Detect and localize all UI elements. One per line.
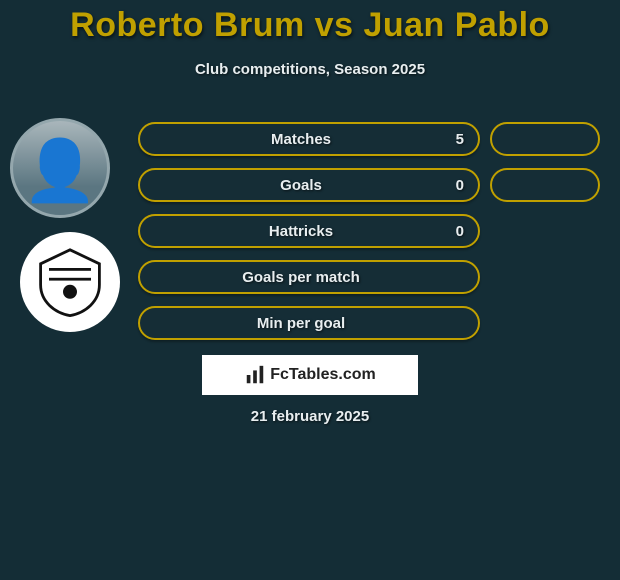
stat-left-pill: Hattricks0 bbox=[138, 214, 480, 248]
footer-brand-box: FcTables.com bbox=[202, 355, 418, 395]
comparison-card: Roberto Brum vs Juan Pablo Club competit… bbox=[0, 0, 620, 580]
date-text: 21 february 2025 bbox=[0, 408, 620, 425]
subtitle: Club competitions, Season 2025 bbox=[0, 61, 620, 78]
stat-label: Goals bbox=[140, 177, 438, 194]
stat-row: Matches5 bbox=[0, 118, 620, 164]
stat-label: Matches bbox=[140, 131, 438, 148]
stat-rows: Matches5Goals0Hattricks0Goals per matchM… bbox=[0, 118, 620, 348]
stat-row: Min per goal bbox=[0, 302, 620, 348]
stat-right-pill bbox=[490, 168, 600, 202]
stat-row: Hattricks0 bbox=[0, 210, 620, 256]
stat-label: Goals per match bbox=[140, 269, 438, 286]
stat-left-value: 5 bbox=[438, 131, 478, 148]
stat-right-pill bbox=[490, 122, 600, 156]
title-player2: Juan Pablo bbox=[363, 6, 549, 44]
footer-brand-text: FcTables.com bbox=[270, 366, 376, 384]
stat-left-pill: Goals per match bbox=[138, 260, 480, 294]
page-title: Roberto Brum vs Juan Pablo bbox=[0, 6, 620, 45]
stat-row: Goals0 bbox=[0, 164, 620, 210]
title-player1: Roberto Brum bbox=[70, 6, 305, 44]
stat-label: Min per goal bbox=[140, 315, 438, 332]
stat-row: Goals per match bbox=[0, 256, 620, 302]
bar-chart-icon bbox=[244, 364, 266, 386]
stat-label: Hattricks bbox=[140, 223, 438, 240]
title-vs: vs bbox=[315, 6, 354, 44]
stat-left-value: 0 bbox=[438, 177, 478, 194]
stat-left-pill: Goals0 bbox=[138, 168, 480, 202]
stat-left-value: 0 bbox=[438, 223, 478, 240]
stat-left-pill: Min per goal bbox=[138, 306, 480, 340]
stat-left-pill: Matches5 bbox=[138, 122, 480, 156]
